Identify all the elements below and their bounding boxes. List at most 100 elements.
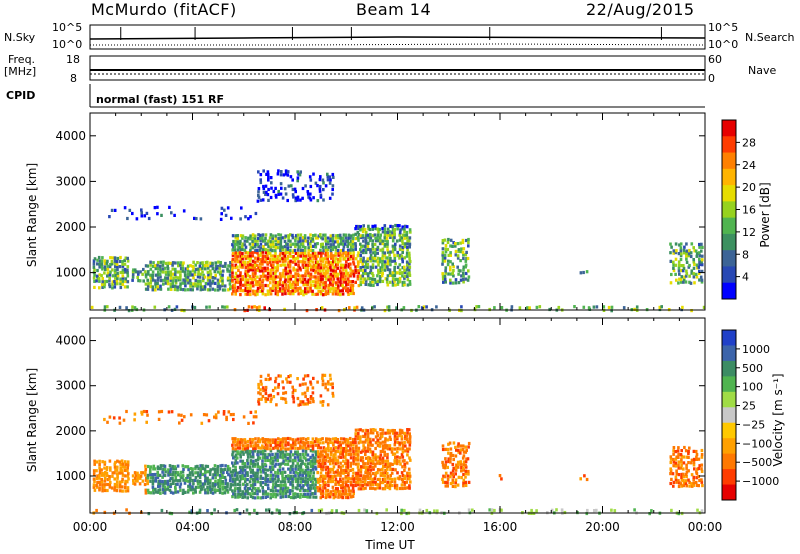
velocity-echo-cell xyxy=(700,455,704,459)
velocity-echo-cell xyxy=(287,375,290,379)
power-echo-cell xyxy=(224,261,227,266)
velocity-echo-cell xyxy=(405,434,409,438)
power-echo-cell xyxy=(106,267,110,271)
velocity-echo-cell xyxy=(209,487,212,491)
velocity-echo-cell xyxy=(700,478,703,482)
velocity-echo-cell xyxy=(214,416,218,420)
velocity-echo-cell xyxy=(379,449,383,454)
power-echo-cell xyxy=(279,173,283,177)
velocity-colorbar-segment xyxy=(722,484,736,501)
velocity-echo-cell xyxy=(159,467,162,471)
power-echo-cell xyxy=(385,277,389,281)
velocity-echo-cell xyxy=(379,432,383,436)
velocity-echo-cell xyxy=(243,462,247,466)
power-echo-cell xyxy=(401,266,405,270)
velocity-echo-cell xyxy=(111,471,115,475)
power-echo-cell xyxy=(182,288,185,292)
power-echo-cell xyxy=(277,169,280,173)
power-echo-cell xyxy=(394,242,397,246)
power-echo-cell xyxy=(261,278,265,282)
velocity-echo-cell xyxy=(178,421,181,425)
power-echo-cell xyxy=(302,254,305,258)
power-echo-cell xyxy=(389,263,392,267)
power-echo-cell xyxy=(692,260,696,264)
velocity-echo-cell xyxy=(101,489,104,493)
power-echo-cell xyxy=(231,253,235,257)
velocity-echo-cell xyxy=(325,437,328,441)
power-echo-cell xyxy=(103,282,107,286)
power-echo-cell xyxy=(347,262,351,266)
power-echo-cell xyxy=(698,278,701,282)
power-echo-cell xyxy=(289,254,293,259)
power-echo-cell xyxy=(269,240,273,244)
velocity-echo-cell xyxy=(302,377,305,381)
velocity-echo-cell xyxy=(257,382,260,387)
velocity-echo-cell xyxy=(457,462,460,466)
velocity-echo-cell xyxy=(141,471,144,475)
velocity-echo-cell xyxy=(168,488,172,492)
power-echo-cell xyxy=(201,287,204,291)
power-echo-cell xyxy=(199,261,202,265)
power-echo-cell xyxy=(269,268,273,272)
velocity-echo-cell xyxy=(400,437,404,441)
velocity-echo-cell xyxy=(376,486,380,490)
velocity-echo-cell xyxy=(146,482,149,486)
velocity-echo-cell xyxy=(674,475,678,479)
power-echo-cell xyxy=(341,263,345,267)
power-echo-cell xyxy=(251,263,254,267)
velocity-echo-cell xyxy=(241,450,244,454)
velocity-echo-cell xyxy=(329,450,333,454)
velocity-echo-cell xyxy=(217,485,220,489)
power-echo-cell xyxy=(286,170,290,174)
velocity-echo-cell xyxy=(357,474,360,478)
velocity-echo-cell xyxy=(274,386,277,390)
velocity-colorbar-tick-label: −500 xyxy=(742,456,772,469)
velocity-ytick-label: 3000 xyxy=(55,379,86,393)
power-echo-cell xyxy=(326,292,330,296)
velocity-echo-cell xyxy=(248,452,252,456)
power-echo-cell xyxy=(287,262,290,266)
power-echo-cell xyxy=(331,286,335,290)
velocity-echo-cell xyxy=(680,472,684,476)
power-echo-cell xyxy=(149,267,153,271)
velocity-echo-cell xyxy=(179,470,183,474)
velocity-echo-cell xyxy=(154,479,157,483)
power-echo-cell xyxy=(174,261,177,265)
velocity-echo-cell xyxy=(356,453,360,457)
velocity-echo-cell xyxy=(309,484,312,488)
velocity-echo-cell xyxy=(174,467,178,471)
power-echo-cell xyxy=(337,243,340,247)
velocity-echo-cell xyxy=(272,446,275,450)
velocity-echo-cell xyxy=(266,397,270,401)
velocity-echo-cell xyxy=(93,459,96,463)
velocity-echo-cell xyxy=(246,452,250,456)
power-echo-cell xyxy=(383,309,387,313)
power-echo-cell xyxy=(342,251,345,255)
velocity-echo-cell xyxy=(183,481,187,485)
power-echo-cell xyxy=(331,269,335,273)
velocity-echo-cell xyxy=(261,492,265,496)
power-echo-cell xyxy=(239,280,242,284)
power-echo-cell xyxy=(399,253,402,257)
velocity-echo-cell xyxy=(182,488,185,492)
power-echo-cell xyxy=(266,260,269,264)
velocity-echo-cell xyxy=(294,486,298,490)
power-echo-cell xyxy=(677,260,681,264)
power-echo-cell xyxy=(694,272,698,276)
velocity-echo-cell xyxy=(252,459,255,463)
velocity-echo-cell xyxy=(418,508,422,512)
velocity-echo-cell xyxy=(317,508,321,513)
power-echo-cell xyxy=(284,248,287,252)
power-echo-cell xyxy=(291,274,295,278)
velocity-echo-cell xyxy=(191,485,194,489)
power-echo-cell xyxy=(386,265,389,269)
velocity-echo-cell xyxy=(695,457,699,461)
power-echo-cell xyxy=(361,227,364,231)
power-echo-cell xyxy=(270,181,273,185)
power-echo-cell xyxy=(254,283,258,287)
velocity-echo-cell xyxy=(334,437,338,441)
power-echo-cell xyxy=(286,247,290,252)
power-echo-cell xyxy=(183,279,187,283)
velocity-echo-cell xyxy=(376,434,380,438)
velocity-echo-cell xyxy=(460,469,463,473)
